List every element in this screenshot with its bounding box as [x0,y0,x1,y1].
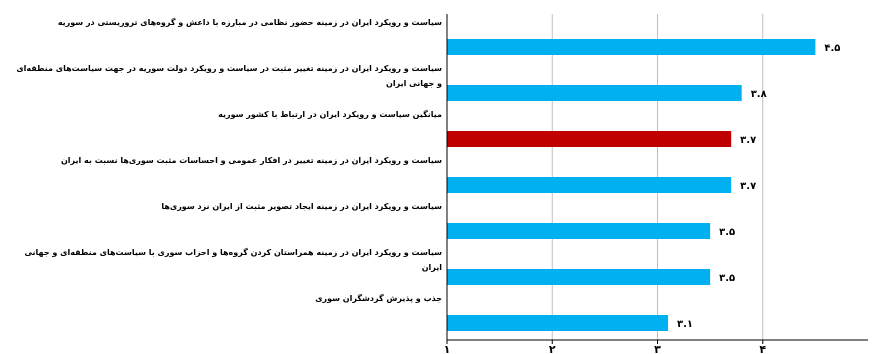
axes: ۱ ۲ ۳ ۴ [444,14,868,354]
bar [447,85,742,101]
category-label: سیاست و رویکرد ایران در زمینه تغییر مثبت… [16,64,442,88]
category-label: سیاست و رویکرد ایران در زمینه همراستان ک… [24,248,442,272]
value-label: ۳.۱ [677,319,693,330]
value-label: ۳.۵ [719,227,735,238]
bar [447,131,732,147]
category-label: سیاست و رویکرد ایران در زمینه حضور نظامی… [57,18,442,27]
value-label: ۳.۷ [740,135,756,146]
category-label: سیاست و رویکرد ایران در زمینه تغییر در ا… [60,156,442,165]
x-tick-label: ۲ [549,343,556,354]
x-tick-label: ۱ [444,343,451,354]
value-label: ۴.۵ [824,43,840,54]
value-label: ۳.۷ [740,181,756,192]
bar [447,39,816,55]
category-label: جذب و پذیرش گردشگران سوری [315,294,442,303]
value-label: ۳.۵ [719,273,735,284]
x-tick-label: ۳ [654,343,661,354]
bars [447,39,816,331]
value-labels: ۴.۵ ۳.۸ ۳.۷ ۳.۷ ۳.۵ ۳.۵ ۳.۱ [677,43,840,330]
x-tick-label: ۴ [759,343,766,354]
bar [447,269,711,285]
value-label: ۳.۸ [751,89,767,100]
bar [447,223,711,239]
bar [447,315,669,331]
category-label: میانگین سیاست و رویکرد ایران در ارتباط ب… [218,110,442,119]
bar [447,177,732,193]
category-label: سیاست و رویکرد ایران در زمینه ایجاد تصوی… [161,202,442,211]
